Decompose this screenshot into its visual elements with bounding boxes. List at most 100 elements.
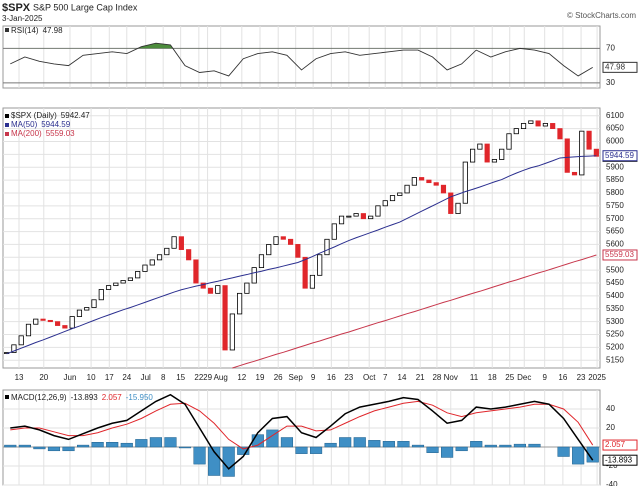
- y-tick-label: 5250: [606, 330, 624, 339]
- chart-title: $SPX: [2, 2, 31, 14]
- y-tick-label: 5700: [606, 214, 624, 223]
- x-tick-label: 23: [344, 373, 353, 382]
- candle: [135, 271, 141, 279]
- candle: [62, 325, 68, 329]
- value-box-label: -13.893: [605, 455, 633, 464]
- histogram-bar: [586, 446, 599, 463]
- histogram-bar: [557, 446, 570, 457]
- value-box: [602, 61, 638, 73]
- candle: [571, 171, 578, 176]
- y-tick-label: 5500: [606, 265, 624, 274]
- y-tick-label: 70: [606, 43, 615, 52]
- candle: [535, 120, 541, 127]
- x-tick-label: 17: [105, 373, 114, 382]
- x-tick-label: 8: [161, 373, 166, 382]
- candle: [215, 285, 221, 294]
- histogram-bar: [149, 437, 162, 448]
- histogram-bar: [33, 446, 46, 450]
- x-tick-label: 9: [311, 373, 316, 382]
- candle: [84, 307, 90, 311]
- y-tick-label: 5350: [606, 304, 624, 313]
- x-tick-label: 29: [203, 373, 212, 382]
- y-tick-label: 5850: [606, 175, 624, 184]
- legend-value: 5944.59: [41, 120, 70, 129]
- candle: [368, 215, 374, 220]
- credit: © StockCharts.com: [567, 11, 636, 20]
- candle: [542, 123, 548, 127]
- histogram-bar: [106, 442, 119, 448]
- legend-value: -15.950: [126, 393, 154, 402]
- x-tick-label: 22: [194, 373, 203, 382]
- candle: [222, 285, 228, 351]
- x-tick-label: 25: [505, 373, 514, 382]
- value-box: [602, 454, 638, 466]
- candle: [360, 213, 366, 220]
- x-tick-label: 28: [432, 373, 441, 382]
- value-box-label: 2.057: [605, 440, 626, 449]
- x-tick-label: 26: [274, 373, 283, 382]
- y-tick-label: 5900: [606, 162, 624, 171]
- candle: [207, 287, 214, 294]
- legend-label: MA(50): [11, 120, 38, 129]
- histogram-bar: [164, 437, 177, 448]
- legend-label: $SPX (Daily): [11, 111, 57, 120]
- candle: [18, 335, 24, 346]
- candle: [593, 148, 599, 157]
- candle: [440, 184, 447, 194]
- candle: [404, 184, 410, 194]
- candle: [426, 179, 432, 184]
- chart-date: 3-Jan-2025: [2, 14, 43, 23]
- x-tick-label: 9: [542, 373, 547, 382]
- candle: [528, 120, 534, 124]
- candle: [120, 280, 126, 284]
- macd-line: [10, 393, 594, 470]
- candle: [113, 282, 119, 287]
- legend-icon: [5, 114, 9, 118]
- y-tick-label: 5750: [606, 201, 624, 210]
- legend-value: -13.893: [71, 393, 99, 402]
- y-tick-label: 30: [606, 78, 615, 87]
- candle: [295, 244, 301, 258]
- moving-average: [6, 155, 597, 355]
- histogram-bar: [484, 444, 497, 448]
- legend-label: RSI(14): [11, 26, 39, 35]
- y-tick-label: 20: [606, 423, 615, 432]
- candle: [477, 143, 483, 150]
- x-tick-label: Dec: [517, 373, 531, 382]
- y-tick-label: 5800: [606, 188, 624, 197]
- histogram-bar: [382, 441, 395, 448]
- x-tick-label: 15: [176, 373, 185, 382]
- candle: [411, 177, 417, 186]
- x-tick-label: 23: [577, 373, 586, 382]
- value-box-label: 5559.03: [605, 250, 634, 259]
- candle: [302, 256, 308, 289]
- y-tick-label: 5300: [606, 317, 624, 326]
- x-tick-label: Oct: [363, 373, 376, 382]
- candle: [564, 138, 570, 173]
- x-tick-label: 10: [87, 373, 96, 382]
- histogram-bar: [193, 446, 206, 465]
- candle: [389, 195, 396, 202]
- price-panel: [2, 107, 601, 369]
- candle: [353, 213, 359, 217]
- candle: [455, 202, 461, 214]
- candle: [550, 123, 556, 129]
- x-tick-label: Aug: [214, 373, 228, 382]
- signal-line: [10, 400, 594, 450]
- histogram-bar: [353, 437, 366, 448]
- rsi-line: [10, 42, 593, 77]
- x-tick-label: Jul: [141, 373, 151, 382]
- candle: [513, 128, 519, 135]
- histogram-bar: [178, 446, 192, 449]
- candle: [142, 264, 148, 272]
- legend-value: 5942.47: [61, 111, 90, 120]
- candle: [557, 128, 563, 140]
- x-tick-label: 13: [15, 373, 24, 382]
- candle: [499, 148, 505, 160]
- histogram-bar: [4, 444, 17, 448]
- candle: [98, 289, 104, 301]
- histogram-bar: [135, 439, 148, 448]
- value-box: [602, 150, 638, 162]
- candle: [586, 130, 592, 150]
